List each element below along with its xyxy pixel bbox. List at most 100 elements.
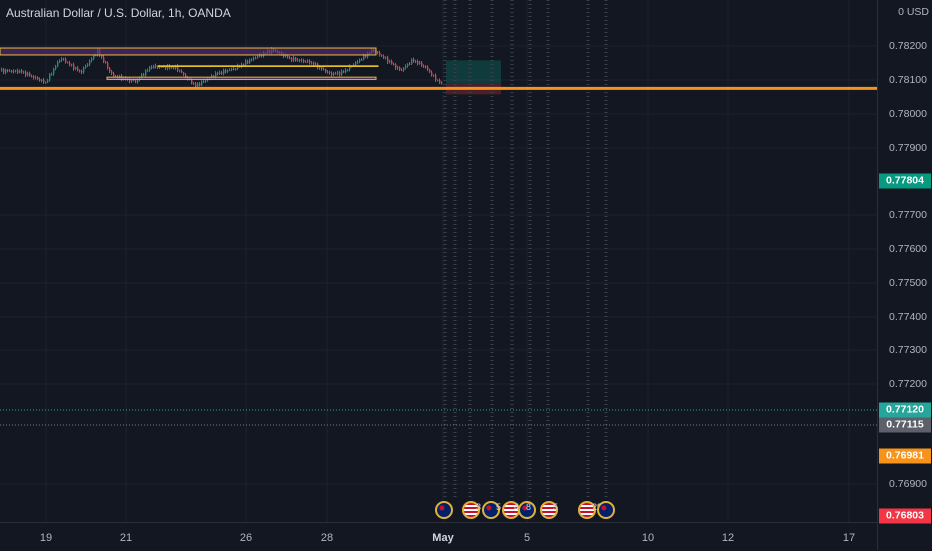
candle-body bbox=[429, 69, 431, 73]
candle-body bbox=[75, 67, 77, 70]
candle-body bbox=[45, 82, 47, 84]
candle-body bbox=[403, 67, 405, 71]
candle-body bbox=[203, 81, 205, 83]
candle-body bbox=[105, 61, 107, 63]
candle-body bbox=[205, 80, 207, 82]
candle-body bbox=[185, 74, 187, 77]
candle-body bbox=[47, 80, 49, 83]
candle-body bbox=[225, 70, 227, 72]
event-count: 5 bbox=[553, 502, 559, 512]
candle-body bbox=[407, 63, 409, 67]
event-count: 3 bbox=[476, 502, 482, 512]
candle-body bbox=[101, 55, 103, 58]
candle-body bbox=[433, 75, 435, 77]
candle-body bbox=[359, 59, 361, 62]
time-axis[interactable]: 19 21 26 28 May 5 10 12 17 bbox=[0, 522, 877, 551]
candle-body bbox=[377, 51, 379, 53]
currency-value: 0 bbox=[898, 6, 904, 18]
candle-body bbox=[325, 69, 327, 73]
price-chart[interactable] bbox=[0, 0, 877, 522]
candle-body bbox=[299, 59, 301, 61]
currency-label[interactable]: 0 USD bbox=[898, 6, 929, 18]
candle-body bbox=[361, 59, 363, 61]
candle-body bbox=[413, 59, 415, 62]
candle-body bbox=[31, 76, 33, 78]
candle-body bbox=[25, 71, 27, 76]
candle-body bbox=[251, 59, 253, 61]
price-tick: 0.77700 bbox=[889, 209, 927, 221]
candle-body bbox=[69, 62, 71, 65]
symbol-title[interactable]: Australian Dollar / U.S. Dollar, 1h, OAN… bbox=[6, 6, 231, 20]
event-count: 5 bbox=[496, 502, 502, 512]
candle-body bbox=[175, 65, 177, 69]
candle-body bbox=[313, 62, 315, 65]
candle-body bbox=[235, 68, 237, 70]
candle-body bbox=[343, 71, 345, 73]
candle-body bbox=[63, 58, 65, 60]
time-tick: 17 bbox=[842, 532, 856, 544]
candle-body bbox=[415, 61, 417, 63]
candle-body bbox=[113, 73, 115, 77]
candle-body bbox=[349, 66, 351, 70]
candle-body bbox=[297, 59, 299, 61]
candle-body bbox=[289, 57, 291, 59]
resistance-zone-mid bbox=[157, 65, 379, 67]
candle-body bbox=[435, 75, 437, 81]
candle-body bbox=[337, 72, 339, 74]
candle-body bbox=[219, 72, 221, 75]
candle-body bbox=[3, 69, 5, 73]
candle-body bbox=[211, 75, 213, 78]
usa-flag-icon[interactable] bbox=[578, 501, 596, 519]
candle-body bbox=[295, 57, 297, 61]
candle-body bbox=[143, 74, 145, 76]
candle-body bbox=[163, 66, 165, 68]
candle-body bbox=[135, 80, 137, 83]
candle-body bbox=[379, 52, 381, 56]
time-tick: 12 bbox=[721, 532, 735, 544]
australia-flag-icon[interactable] bbox=[597, 501, 615, 519]
candle-body bbox=[309, 60, 311, 63]
candle-body bbox=[293, 57, 295, 61]
time-tick: 10 bbox=[641, 532, 655, 544]
price-axis[interactable]: 0 USD 0.78200 0.78100 0.78000 0.77900 0.… bbox=[877, 0, 932, 550]
australia-flag-icon[interactable] bbox=[518, 501, 536, 519]
candle-body bbox=[129, 78, 131, 82]
candle-body bbox=[319, 66, 321, 69]
australia-flag-icon[interactable] bbox=[435, 501, 453, 519]
candle-body bbox=[191, 78, 193, 84]
candle-body bbox=[29, 72, 31, 77]
candle-body bbox=[57, 61, 59, 67]
candle-body bbox=[395, 64, 397, 69]
candle-body bbox=[221, 72, 223, 74]
usa-flag-icon[interactable] bbox=[462, 501, 480, 519]
candle-body bbox=[15, 70, 17, 72]
candle-body bbox=[109, 68, 111, 72]
candle-body bbox=[229, 69, 231, 71]
candle-body bbox=[417, 61, 419, 64]
price-tick: 0.76900 bbox=[889, 478, 927, 490]
candle-body bbox=[399, 67, 401, 70]
chart-area[interactable]: Australian Dollar / U.S. Dollar, 1h, OAN… bbox=[0, 0, 877, 522]
australia-flag-icon[interactable] bbox=[482, 501, 500, 519]
demand-zone-low bbox=[106, 76, 377, 80]
candle-body bbox=[223, 70, 225, 74]
candle-body bbox=[67, 62, 69, 64]
candle-body bbox=[405, 66, 407, 68]
candle-body bbox=[13, 70, 15, 72]
candle-body bbox=[233, 68, 235, 70]
candle-body bbox=[439, 80, 441, 84]
candle-body bbox=[171, 66, 173, 69]
candle-body bbox=[35, 77, 37, 79]
candle-body bbox=[49, 74, 51, 81]
candle-body bbox=[79, 70, 81, 72]
candle-body bbox=[65, 59, 67, 63]
time-tick: 19 bbox=[39, 532, 53, 544]
candle-body bbox=[7, 70, 9, 72]
usa-flag-icon[interactable] bbox=[540, 501, 558, 519]
candle-body bbox=[249, 59, 251, 64]
candle-body bbox=[165, 66, 167, 69]
candle-body bbox=[243, 64, 245, 66]
candle-body bbox=[103, 57, 105, 62]
candle-body bbox=[77, 67, 79, 71]
event-count: 8 bbox=[526, 502, 532, 512]
